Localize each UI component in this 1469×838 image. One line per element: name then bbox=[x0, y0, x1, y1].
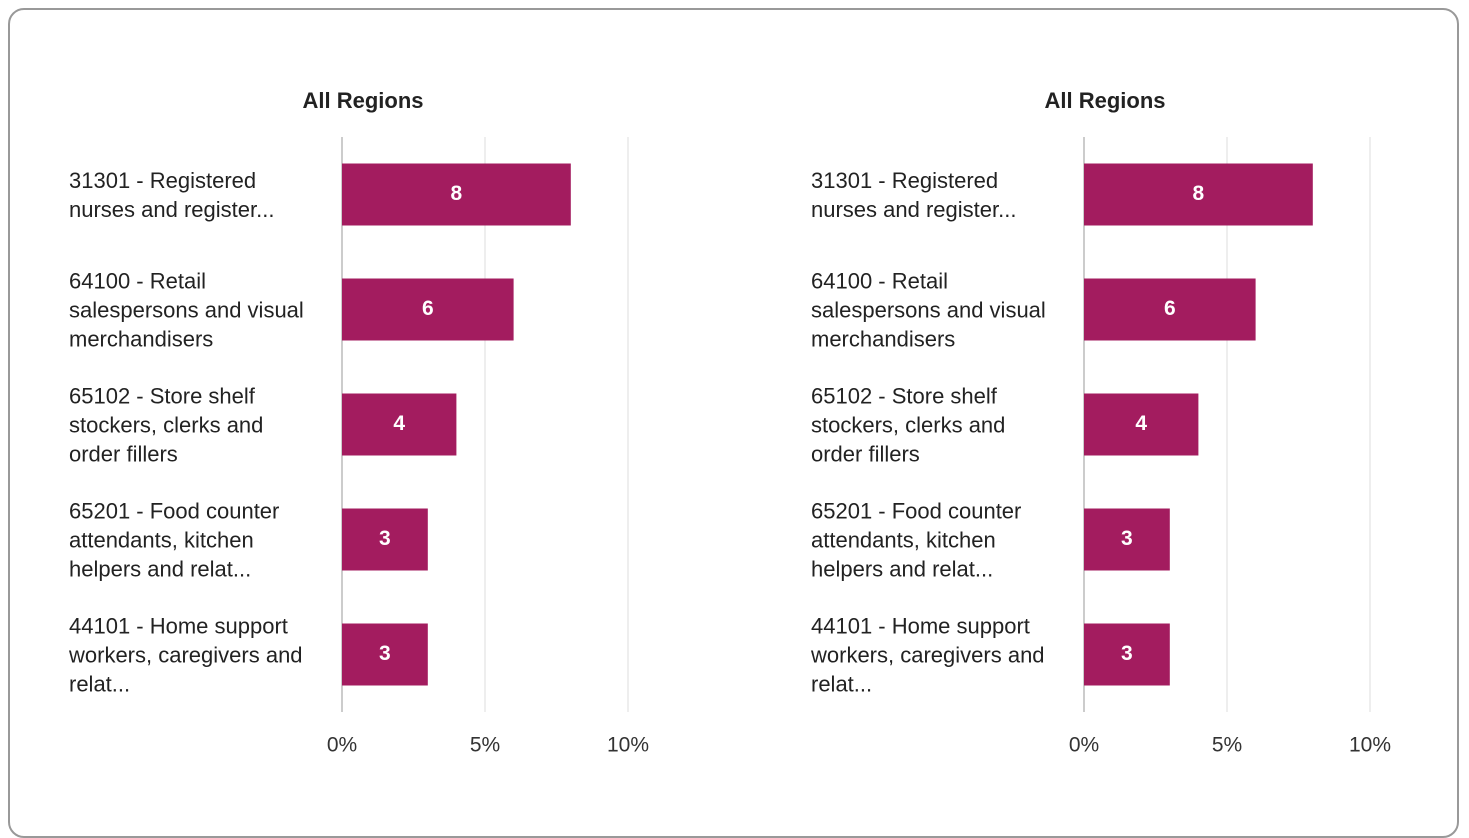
bar bbox=[342, 278, 514, 341]
category-label: 44101 - Home support workers, caregivers… bbox=[811, 613, 1045, 696]
x-tick-label: 0% bbox=[327, 734, 357, 757]
bar bbox=[1084, 623, 1170, 686]
category-label: 65102 - Store shelf stockers, clerks and… bbox=[811, 383, 1006, 466]
data-label: 8 bbox=[1193, 182, 1205, 205]
bar bbox=[1084, 278, 1256, 341]
data-label: 3 bbox=[1121, 527, 1133, 550]
category-label: 64100 - Retail salespersons and visual m… bbox=[69, 268, 304, 351]
bar bbox=[1084, 163, 1313, 226]
bar bbox=[342, 393, 457, 456]
data-label: 3 bbox=[379, 527, 391, 550]
data-label: 6 bbox=[1164, 297, 1176, 320]
x-tick-label: 10% bbox=[607, 734, 649, 757]
category-label: 64100 - Retail salespersons and visual m… bbox=[811, 268, 1046, 351]
x-tick-label: 5% bbox=[470, 734, 500, 757]
data-label: 3 bbox=[379, 642, 391, 665]
category-label: 65102 - Store shelf stockers, clerks and… bbox=[69, 383, 264, 466]
data-label: 3 bbox=[1121, 642, 1133, 665]
category-label: 31301 - Registered nurses and register..… bbox=[811, 167, 1017, 222]
category-label: 31301 - Registered nurses and register..… bbox=[69, 167, 275, 222]
data-label: 4 bbox=[393, 412, 405, 435]
bar bbox=[1084, 393, 1199, 456]
chart-title: All Regions bbox=[302, 88, 423, 113]
chart-title: All Regions bbox=[1044, 88, 1165, 113]
bar bbox=[342, 508, 428, 571]
x-tick-label: 5% bbox=[1212, 734, 1242, 757]
bar bbox=[342, 623, 428, 686]
category-label: 65201 - Food counter attendants, kitchen… bbox=[811, 498, 1022, 581]
data-label: 8 bbox=[451, 182, 463, 205]
data-label: 6 bbox=[422, 297, 434, 320]
category-label: 44101 - Home support workers, caregivers… bbox=[69, 613, 303, 696]
bar bbox=[342, 163, 571, 226]
category-label: 65201 - Food counter attendants, kitchen… bbox=[69, 498, 280, 581]
data-label: 4 bbox=[1135, 412, 1147, 435]
x-tick-label: 10% bbox=[1349, 734, 1391, 757]
bar bbox=[1084, 508, 1170, 571]
x-tick-label: 0% bbox=[1069, 734, 1099, 757]
